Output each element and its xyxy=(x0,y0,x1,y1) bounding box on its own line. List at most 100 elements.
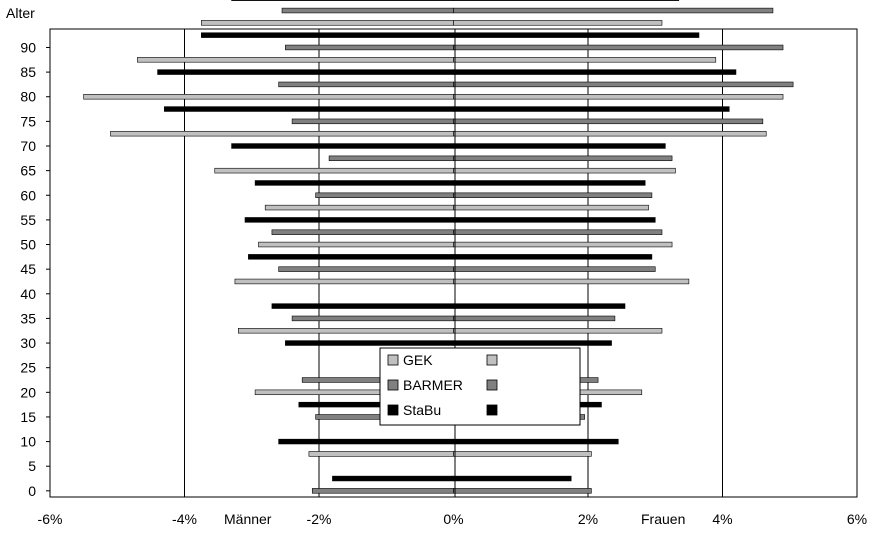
bar-women-gek xyxy=(453,241,673,248)
x-tick-label: 6% xyxy=(847,511,867,527)
bar-men-barmer xyxy=(291,315,454,322)
x-tick-label: -4% xyxy=(172,511,197,527)
bar-men-barmer xyxy=(278,266,454,272)
bar-women-barmer xyxy=(453,488,592,494)
legend: GEK BARMER StaBu xyxy=(379,347,581,426)
legend-swatch-right-barmer xyxy=(486,379,498,391)
y-tick-label: 50 xyxy=(20,237,36,253)
bar-women-stabu xyxy=(453,32,700,38)
bar-men-stabu xyxy=(254,180,454,186)
bar-women-gek xyxy=(453,328,663,334)
legend-label-stabu: StaBu xyxy=(403,402,441,418)
bar-men-barmer xyxy=(285,44,454,51)
bar-men-stabu xyxy=(248,254,454,260)
y-tick-label: 90 xyxy=(20,39,36,55)
bar-men-gek xyxy=(308,451,454,457)
legend-swatch-gek xyxy=(387,354,399,366)
bar-men-stabu xyxy=(164,106,454,112)
bar-women-stabu xyxy=(453,143,666,149)
y-tick-label: 5 xyxy=(28,458,36,474)
bar-women-gek xyxy=(453,167,676,174)
bar-men-barmer xyxy=(328,155,454,162)
y-tick-labels: 0 5 10 15 20 25 30 35 40 45 50 55 60 65 70 75 80 85 90 xyxy=(20,39,50,499)
bar-women-stabu xyxy=(453,0,680,1)
y-tick-label: 65 xyxy=(20,163,36,179)
bar-men-gek xyxy=(234,278,454,285)
bar-men-stabu xyxy=(285,340,454,346)
y-tick-label: 60 xyxy=(20,187,36,203)
bar-men-gek xyxy=(201,20,454,26)
legend-box xyxy=(379,347,581,426)
bar-men-barmer xyxy=(281,7,454,14)
y-tick-label: 70 xyxy=(20,138,36,154)
bar-men-stabu xyxy=(231,0,454,1)
y-tick-label: 15 xyxy=(20,409,36,425)
bar-men-stabu xyxy=(332,475,454,482)
y-tick-label: 25 xyxy=(20,360,36,376)
bar-men-gek xyxy=(137,57,454,63)
x-label-men: Männer xyxy=(224,511,272,527)
bar-men-barmer xyxy=(291,118,454,125)
y-tick-label: 0 xyxy=(28,483,36,499)
bar-women-gek xyxy=(453,130,767,137)
legend-swatch-barmer xyxy=(387,379,399,391)
plot-area-frame xyxy=(49,28,858,498)
bar-men-gek xyxy=(264,204,454,211)
bar-women-stabu xyxy=(453,303,626,309)
bar-men-barmer xyxy=(311,488,454,494)
bar-women-gek xyxy=(453,57,717,63)
bar-men-gek xyxy=(83,94,454,100)
bar-men-barmer xyxy=(278,81,454,88)
bar-women-gek xyxy=(453,451,592,457)
bar-men-gek xyxy=(238,328,454,334)
bar-women-gek xyxy=(453,204,649,211)
bar-men-stabu xyxy=(271,303,454,309)
bar-women-barmer xyxy=(453,118,764,125)
bar-women-gek xyxy=(453,278,690,285)
legend-label-barmer: BARMER xyxy=(403,377,463,393)
y-tick-label: 35 xyxy=(20,310,36,326)
bar-men-gek xyxy=(258,241,454,248)
bar-women-stabu xyxy=(453,217,656,223)
x-label-women: Frauen xyxy=(641,511,685,527)
bar-men-stabu xyxy=(201,32,454,38)
bar-women-barmer xyxy=(453,7,774,14)
y-tick-label: 45 xyxy=(20,261,36,277)
bar-women-barmer xyxy=(453,192,653,198)
bar-women-barmer xyxy=(453,229,663,235)
bar-women-barmer xyxy=(453,155,673,162)
x-tick-label: 4% xyxy=(712,511,732,527)
legend-swatch-right-stabu xyxy=(486,404,498,416)
y-tick-label: 75 xyxy=(20,113,36,129)
bar-men-gek xyxy=(110,130,454,137)
bar-women-gek xyxy=(453,94,784,100)
bar-men-barmer xyxy=(315,192,454,198)
bar-women-barmer xyxy=(453,44,784,51)
y-tick-label: 30 xyxy=(20,335,36,351)
legend-swatch-stabu xyxy=(387,404,399,416)
y-tick-label: 55 xyxy=(20,212,36,228)
bar-women-stabu xyxy=(453,180,646,186)
legend-label-gek: GEK xyxy=(403,352,433,368)
bar-men-gek xyxy=(214,167,454,174)
y-axis-title: Alter xyxy=(6,5,35,21)
bar-women-stabu xyxy=(453,438,619,445)
bar-women-stabu xyxy=(453,475,572,482)
bar-men-stabu xyxy=(278,438,454,445)
x-tick-labels: -6% -4% -2% 0% 2% 4% 6% xyxy=(38,511,868,527)
x-tick-label: 0% xyxy=(443,511,463,527)
y-tick-label: 80 xyxy=(20,89,36,105)
x-tick-label: 2% xyxy=(578,511,598,527)
y-tick-label: 20 xyxy=(20,384,36,400)
bar-women-stabu xyxy=(453,340,612,346)
y-tick-label: 40 xyxy=(20,286,36,302)
bar-women-stabu xyxy=(453,106,730,112)
bar-men-stabu xyxy=(157,69,454,75)
bar-men-stabu xyxy=(244,217,454,223)
y-tick-label: 85 xyxy=(20,64,36,80)
bar-women-barmer xyxy=(453,266,656,272)
bar-women-barmer xyxy=(453,81,794,88)
x-tick-label: -2% xyxy=(307,511,332,527)
